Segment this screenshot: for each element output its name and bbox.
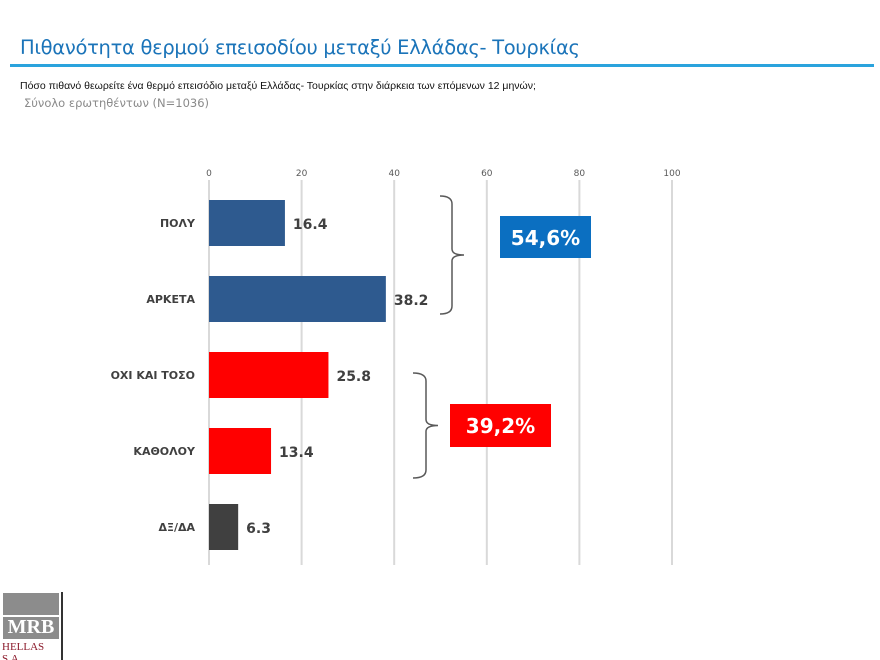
category-label: ΑΡΚΕΤΑ (146, 293, 195, 306)
x-tick-label: 20 (296, 169, 308, 179)
sample-size: Σύνολο ερωτηθέντων (N=1036) (24, 96, 210, 110)
data-label: 38.2 (394, 293, 429, 309)
group-bracket (439, 195, 465, 315)
bar (209, 200, 285, 246)
category-label: ΔΞ/ΔΑ (158, 521, 195, 534)
x-tick-label: 100 (663, 169, 680, 179)
bar (209, 428, 272, 474)
x-tick-label: 0 (206, 169, 212, 179)
x-tick-label: 40 (388, 169, 400, 179)
bar (209, 352, 329, 398)
category-label: ΟΧΙ ΚΑΙ ΤΟΣΟ (111, 369, 195, 382)
group-total-box (500, 216, 591, 258)
bar (209, 276, 386, 322)
group-total-label: 54,6% (511, 226, 580, 250)
title-divider (10, 64, 874, 67)
group-total-box (450, 404, 551, 447)
group-bracket (412, 372, 439, 479)
data-label: 16.4 (293, 217, 328, 233)
question-text: Πόσο πιθανό θεωρείτε ένα θερμό επεισόδιο… (20, 80, 536, 92)
mrb-logo: MRB HELLAS S.A. (2, 592, 64, 660)
x-tick-label: 60 (481, 169, 493, 179)
data-label: 13.4 (279, 445, 314, 461)
page-title: Πιθανότητα θερμού επεισοδίου μεταξύ Ελλά… (20, 36, 580, 59)
x-tick-label: 80 (574, 169, 586, 179)
data-label: 25.8 (336, 369, 371, 385)
bar (209, 504, 239, 550)
category-label: ΠΟΛΥ (160, 217, 196, 230)
category-label: ΚΑΘΟΛΟΥ (133, 445, 196, 458)
data-label: 6.3 (246, 521, 271, 537)
group-total-label: 39,2% (466, 414, 535, 438)
